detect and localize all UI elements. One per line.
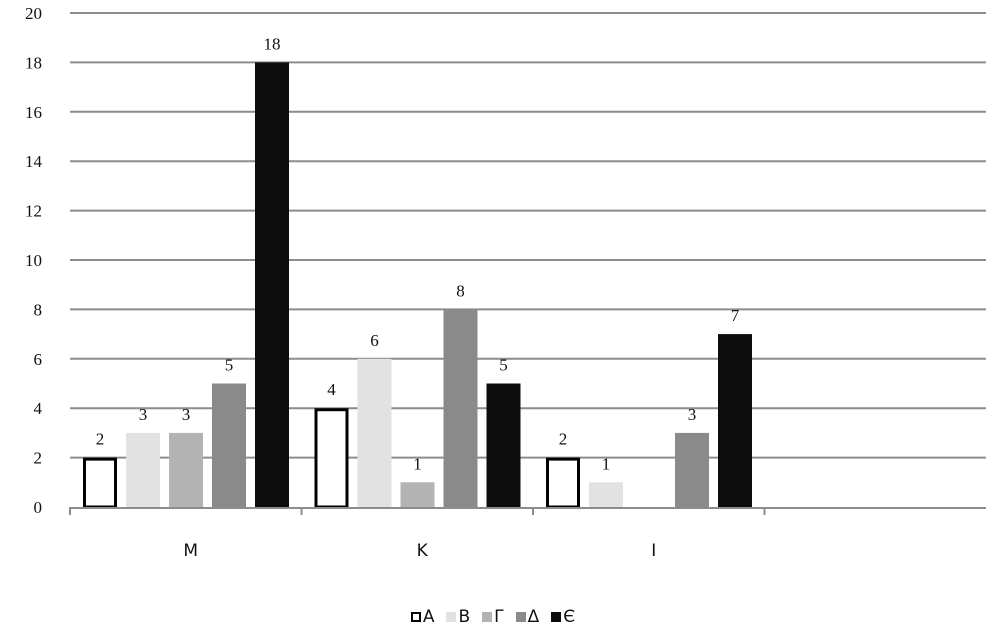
bar [443,309,478,507]
y-tick-label: 10 [25,251,42,270]
x-category-label: M [183,541,198,561]
legend-item: Δ [515,607,540,627]
gridlines [70,12,986,459]
bar-value-label: 3 [139,405,148,424]
bar [357,358,392,507]
y-tick-label: 0 [34,498,43,517]
bar [546,457,580,509]
bar-value-label: 1 [413,454,422,473]
y-tick-label: 18 [25,53,42,72]
y-tick-label: 14 [25,152,43,171]
bar-value-label: 2 [96,430,105,449]
bar-value-label: 3 [688,405,697,424]
bar-value-label: 5 [225,356,234,375]
legend-swatch [446,612,457,622]
y-tick-label: 6 [34,350,43,369]
bar [400,482,435,507]
bar [314,408,349,509]
bars [83,62,752,509]
legend-swatch [410,612,421,622]
bar [126,432,160,507]
legend-label: Δ [527,607,540,627]
bar-value-label: 3 [182,405,191,424]
x-category-label: K [417,541,429,561]
y-tick-label: 16 [25,103,42,122]
bar-value-label: 1 [602,454,611,473]
bar [212,383,246,507]
y-tick-label: 8 [34,300,43,319]
x-category-label: I [651,541,656,561]
legend-swatch [515,612,526,622]
legend-item: Є [551,607,575,627]
legend-swatch [482,612,493,622]
bar-value-label: 5 [499,356,508,375]
legend-swatch [551,612,562,622]
bar [255,62,289,508]
bar-value-label: 18 [264,34,281,53]
y-tick-label: 12 [25,202,42,221]
bar-value-label: 7 [731,306,740,325]
y-tick-label: 20 [25,4,42,23]
bar [83,457,117,509]
bar-value-label: 8 [456,281,465,300]
y-axis-ticks: 0 2 4 6 8 10 12 14 16 18 20 [25,4,43,517]
bar-value-label: 4 [327,380,336,399]
legend-label: A [422,607,435,627]
bar [486,383,521,507]
bar [169,432,203,507]
y-tick-label: 4 [34,399,43,418]
legend-item: Γ [482,607,504,627]
legend-item: B [446,607,470,627]
bar-value-label: 2 [559,430,568,449]
legend-item: A [410,607,435,627]
y-tick-label: 2 [34,449,43,468]
legend-label: B [458,607,471,627]
bar [589,482,623,507]
legend-label: Γ [494,607,504,627]
legend-label: Є [563,607,576,627]
bar [718,334,752,507]
bar-value-label: 6 [370,331,379,350]
bar [675,432,709,507]
